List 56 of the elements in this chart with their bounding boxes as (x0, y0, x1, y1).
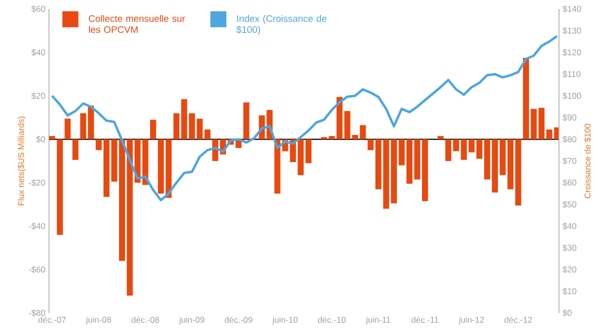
y2-tick-label: $60 (562, 179, 576, 186)
y2-tick-label: $80 (562, 136, 576, 143)
bar (96, 139, 102, 150)
y2-tick-label: $100 (562, 92, 582, 100)
bar (243, 102, 250, 140)
x-tick-label: juin-08 (86, 316, 112, 324)
legend-label: Index (Croissance de $100) (236, 15, 326, 35)
y2-tick-label: $10 (562, 288, 576, 295)
bar (49, 136, 56, 140)
bar (305, 139, 312, 164)
bar (438, 136, 444, 140)
x-tick-label: juin-10 (272, 316, 298, 324)
bar (360, 125, 366, 140)
bar (64, 118, 71, 140)
y2-tick-label: $140 (562, 6, 582, 12)
y-tick-label: -$40 (28, 222, 46, 230)
y-tick-label: -$80 (28, 310, 46, 316)
bar (150, 120, 156, 140)
y-tick-label: $0 (36, 136, 46, 143)
bar (56, 139, 63, 235)
y2-tick-label: $30 (562, 244, 576, 252)
y2-tick-label: $90 (562, 114, 576, 122)
bar (88, 106, 94, 140)
y2-tick-label: $0 (562, 310, 572, 316)
bar (522, 58, 529, 140)
y2-tick-label: $20 (562, 266, 576, 274)
y2-tick-label: $50 (562, 201, 576, 208)
bar (72, 139, 78, 160)
y-tick-label: -$20 (28, 179, 46, 186)
x-tick-label: déc.-07 (38, 316, 66, 323)
x-tick-label: juin-12 (458, 316, 484, 324)
y-tick-label: $20 (31, 92, 46, 100)
x-tick-label: déc.-09 (224, 316, 252, 323)
x-tick-label: juin-11 (366, 316, 390, 324)
y-tick-label: $40 (31, 49, 46, 56)
y2-tick-label: $120 (562, 49, 582, 56)
y2-axis-title: Croissance de $100 (584, 124, 592, 198)
bar (368, 139, 374, 150)
x-tick-label: déc.-11 (412, 316, 438, 323)
bar (204, 130, 210, 140)
bar (80, 113, 86, 140)
legend-label: Collecte mensuelle sur les OPCVM (88, 15, 185, 33)
x-tick-label: juin-09 (179, 316, 204, 324)
y2-tick-label: $40 (562, 222, 576, 230)
bar (142, 139, 148, 185)
bar (422, 139, 428, 202)
x-tick-label: déc.-10 (318, 316, 346, 323)
y2-tick-label: $110 (562, 70, 580, 78)
y-axis-title: Flux nets($US Milliards) (18, 116, 26, 206)
y-tick-label: $60 (31, 6, 46, 12)
y-tick-label: -$60 (28, 266, 46, 274)
y2-tick-label: $70 (562, 158, 576, 164)
bar (103, 139, 110, 197)
x-tick-label: déc.-08 (132, 316, 160, 323)
x-tick-label: déc.-12 (504, 316, 532, 323)
y2-tick-label: $130 (562, 27, 582, 34)
